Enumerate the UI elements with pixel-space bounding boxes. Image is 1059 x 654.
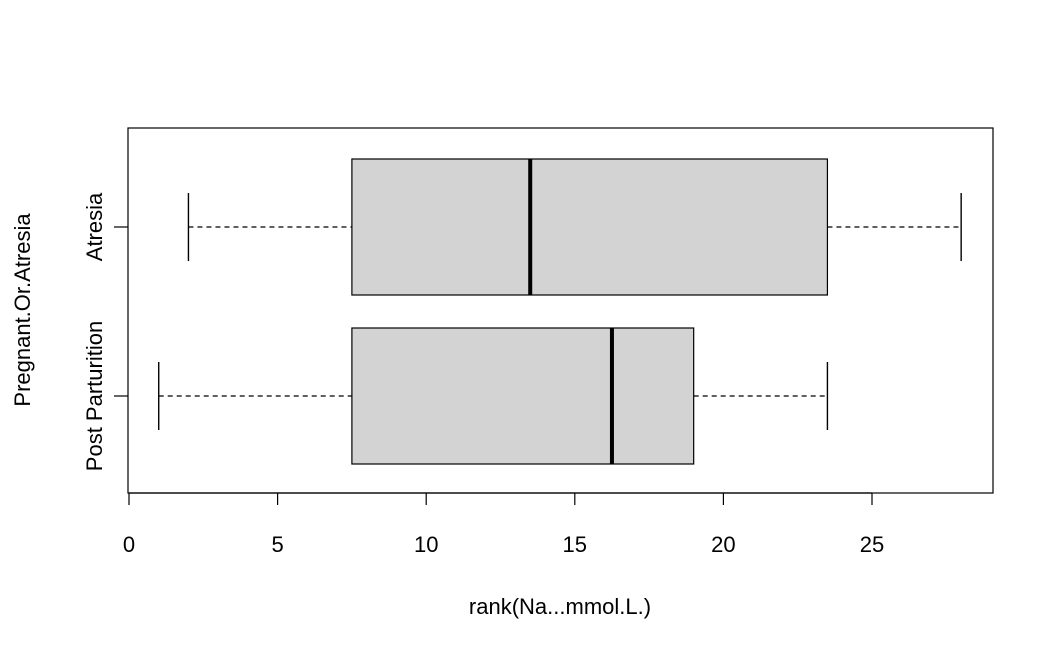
- category-label-atresia: Atresia: [82, 192, 107, 261]
- iqr-box: [351, 327, 695, 465]
- x-axis-label: rank(Na...mmol.L.): [469, 594, 651, 619]
- box-group-post-parturition: [158, 327, 829, 465]
- box-group-atresia: [187, 158, 962, 296]
- x-tick-label: 10: [414, 532, 438, 557]
- x-tick-label: 20: [711, 532, 735, 557]
- x-axis: 0 5 10 15 20 25: [123, 492, 884, 557]
- category-label-post-parturition: Post Parturition: [82, 321, 107, 471]
- x-tick-label: 15: [563, 532, 587, 557]
- x-tick-label: 5: [271, 532, 283, 557]
- iqr-box: [351, 158, 829, 296]
- y-axis: Post Parturition Atresia: [82, 192, 128, 471]
- x-tick-label: 0: [123, 532, 135, 557]
- y-axis-label: Pregnant.Or.Atresia: [10, 213, 35, 407]
- x-tick-label: 25: [860, 532, 884, 557]
- chart-marks: [158, 158, 962, 465]
